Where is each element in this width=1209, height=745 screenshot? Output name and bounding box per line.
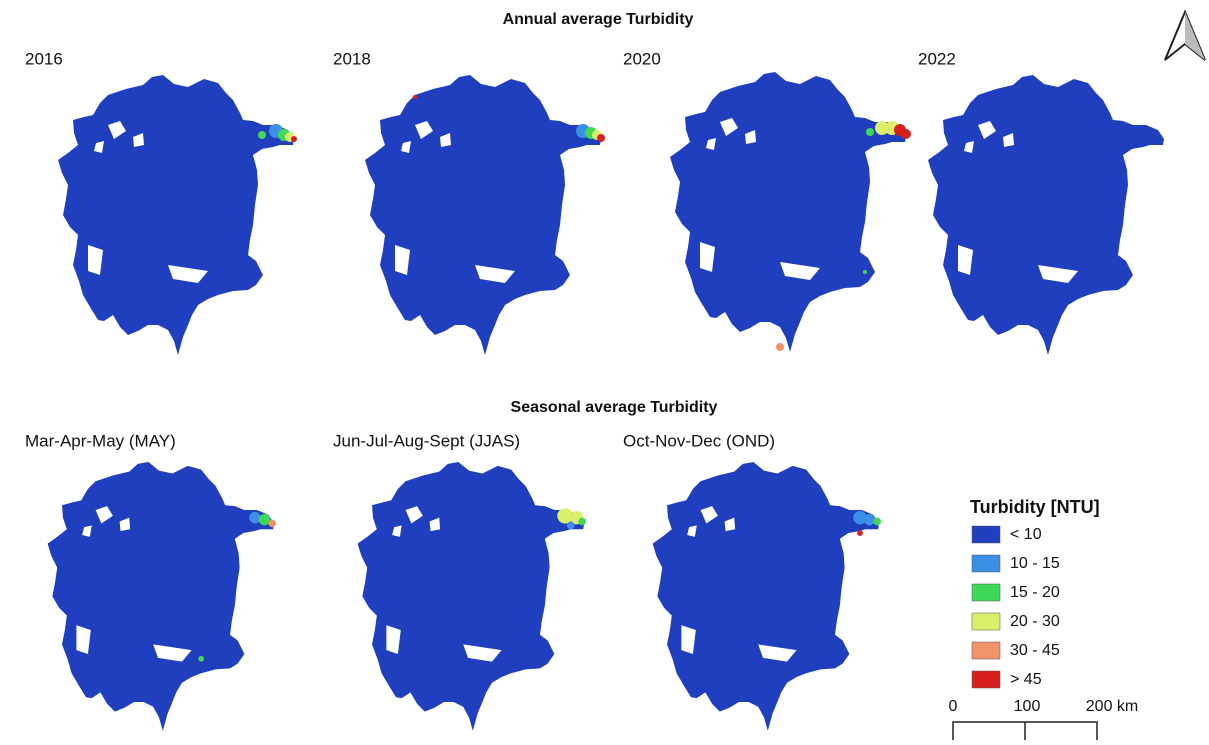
legend-swatch — [972, 613, 1000, 630]
turbidity-patch — [866, 128, 874, 136]
legend: < 10 10 - 15 15 - 20 20 - 30 30 - 45 > 45 — [972, 526, 1060, 688]
turbidity-patch — [863, 270, 867, 274]
turbidity-patch — [857, 530, 863, 536]
panel-label: 2016 — [25, 49, 63, 68]
section-title: Annual average Turbidity — [503, 11, 694, 28]
lake — [670, 72, 906, 352]
legend-label: 10 - 15 — [1010, 555, 1060, 572]
legend-swatch — [972, 526, 1000, 543]
page: Annual average Turbidity Seasonal averag… — [0, 0, 1209, 745]
turbidity-patch — [864, 514, 876, 526]
panel-label: Mar-Apr-May (MAY) — [25, 431, 176, 450]
lake — [928, 75, 1164, 355]
panel-label: 2022 — [918, 49, 956, 68]
lake-map — [48, 462, 276, 731]
turbidity-patch — [291, 136, 297, 142]
turbidity-patch — [198, 656, 204, 662]
turbidity-patch — [268, 520, 276, 528]
turbidity-patch — [249, 512, 261, 524]
lake-map — [653, 462, 881, 731]
turbidity-patch — [776, 343, 784, 351]
lake-map — [358, 462, 586, 731]
scale-bar — [953, 722, 1097, 740]
panel-label: Oct-Nov-Dec (OND) — [623, 431, 775, 450]
lake — [48, 462, 275, 731]
turbidity-patch — [258, 131, 266, 139]
figure: Annual average Turbidity Seasonal averag… — [0, 0, 1209, 740]
legend-swatch — [972, 671, 1000, 688]
lake — [58, 75, 294, 355]
legend-title: Turbidity [NTU] — [970, 497, 1100, 517]
lake-map — [365, 75, 605, 355]
lake — [358, 462, 585, 731]
legend-swatch — [972, 555, 1000, 572]
legend-label: < 10 — [1010, 526, 1042, 543]
turbidity-patch — [567, 522, 575, 530]
legend-swatch — [972, 642, 1000, 659]
panel-label: 2020 — [623, 49, 661, 68]
panel-label: Jun-Jul-Aug-Sept (JJAS) — [333, 431, 520, 450]
turbidity-patch — [873, 518, 881, 526]
legend-swatch — [972, 584, 1000, 601]
scale-label: 200 km — [1086, 698, 1138, 715]
turbidity-patch — [413, 95, 417, 99]
turbidity-patch — [901, 129, 911, 139]
legend-label: 20 - 30 — [1010, 613, 1060, 630]
section-title: Seasonal average Turbidity — [511, 399, 718, 416]
lake-map — [58, 75, 297, 355]
lake — [365, 75, 601, 355]
legend-label: > 45 — [1010, 671, 1042, 688]
lake-map — [928, 75, 1164, 355]
scale-label: 0 — [949, 698, 958, 715]
north-arrow — [1165, 12, 1205, 60]
turbidity-patch — [597, 134, 605, 142]
turbidity-patch — [578, 518, 586, 526]
lake — [653, 462, 880, 731]
legend-label: 15 - 20 — [1010, 584, 1060, 601]
panel-label: 2018 — [333, 49, 371, 68]
scale-label: 100 — [1014, 698, 1041, 715]
legend-label: 30 - 45 — [1010, 642, 1060, 659]
lake-map — [670, 72, 911, 352]
